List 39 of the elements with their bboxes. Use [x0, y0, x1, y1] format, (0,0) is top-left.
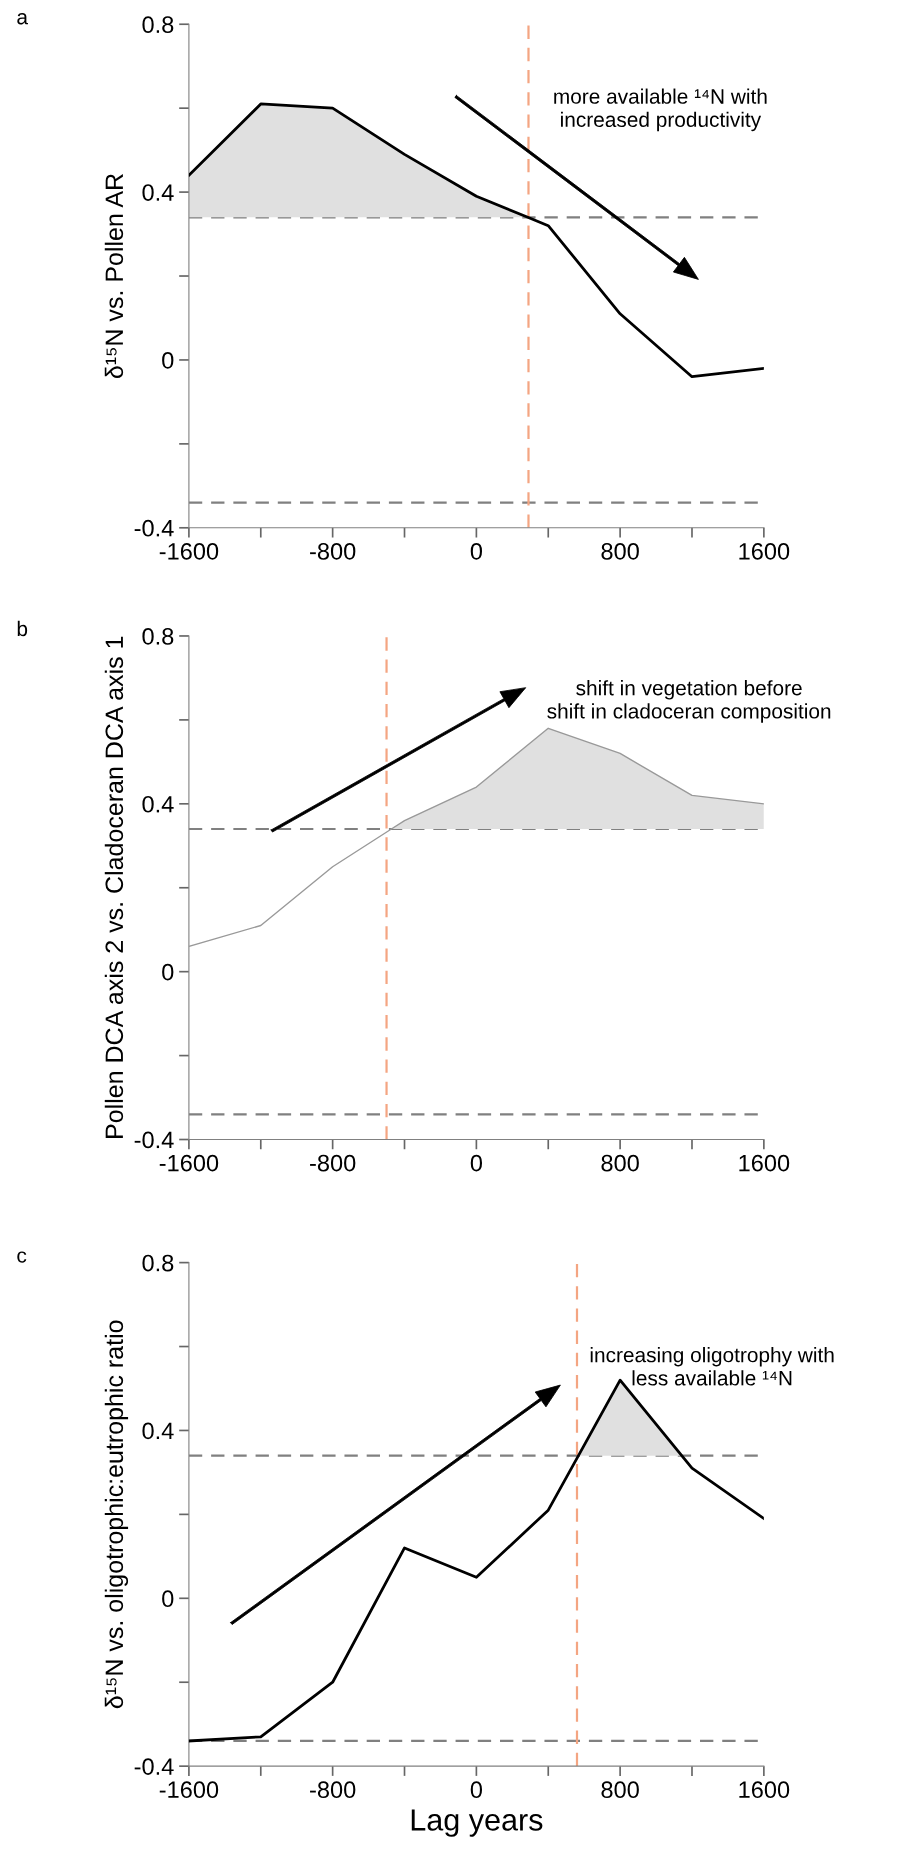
y-tick-label: 0.8 [142, 16, 174, 34]
y-tick-label: 0 [162, 1590, 174, 1608]
chart-title: a [17, 13, 28, 25]
x-tick-label: -800 [310, 543, 356, 560]
x-tick-label: 800 [601, 1781, 639, 1799]
y-axis-title: δ¹⁵N vs. Pollen AR [104, 174, 124, 379]
x-tick-label: 800 [601, 543, 639, 560]
y-tick-label: 0.4 [142, 795, 174, 813]
x-tick-label: -800 [310, 1154, 356, 1172]
x-tick-label: 1600 [739, 543, 790, 560]
line-series [188, 102, 764, 379]
x-tick-label: -1600 [159, 543, 219, 560]
y-tick-label: 0.8 [142, 1254, 174, 1272]
x-tick-label: 0 [470, 1154, 483, 1172]
x-tick-label: 0 [470, 543, 483, 560]
y-tick-label: -0.4 [134, 1758, 174, 1775]
y-tick-label: 0.4 [142, 1422, 174, 1440]
x-axis-title: Lag years [411, 1809, 543, 1837]
y-tick-label: 0 [162, 352, 174, 369]
chart-title: b [17, 620, 28, 637]
y-tick-label: -0.4 [134, 1131, 174, 1149]
x-tick-label: 800 [601, 1154, 639, 1172]
y-tick-label: 0.8 [142, 628, 174, 645]
x-tick-label: 0 [470, 1781, 483, 1799]
annotation: increasing oligotrophy with less available ¹⁴N [590, 1347, 834, 1386]
x-tick-label: -1600 [159, 1154, 219, 1172]
annotation: shift in vegetation before shift in cladoceran composition [547, 680, 831, 723]
line-series [188, 727, 764, 948]
y-tick-label: -0.4 [134, 519, 174, 537]
y-axis-title: δ¹⁵N vs. oligotrophic:eutrophic ratio [104, 1320, 129, 1709]
x-tick-label: -800 [310, 1781, 356, 1799]
text: c [17, 1251, 27, 1263]
x-tick-label: 1600 [739, 1154, 790, 1172]
x-tick-label: 1600 [739, 1781, 790, 1799]
y-axis-title: Pollen DCA axis 2 vs. Cladoceran DCA axis 1 [104, 636, 124, 1138]
y-tick-label: 0.4 [142, 184, 174, 201]
annotation: more available ¹⁴N with increased productivity [554, 88, 767, 132]
y-tick-label: 0 [162, 963, 174, 981]
x-tick-label: -1600 [159, 1781, 219, 1799]
